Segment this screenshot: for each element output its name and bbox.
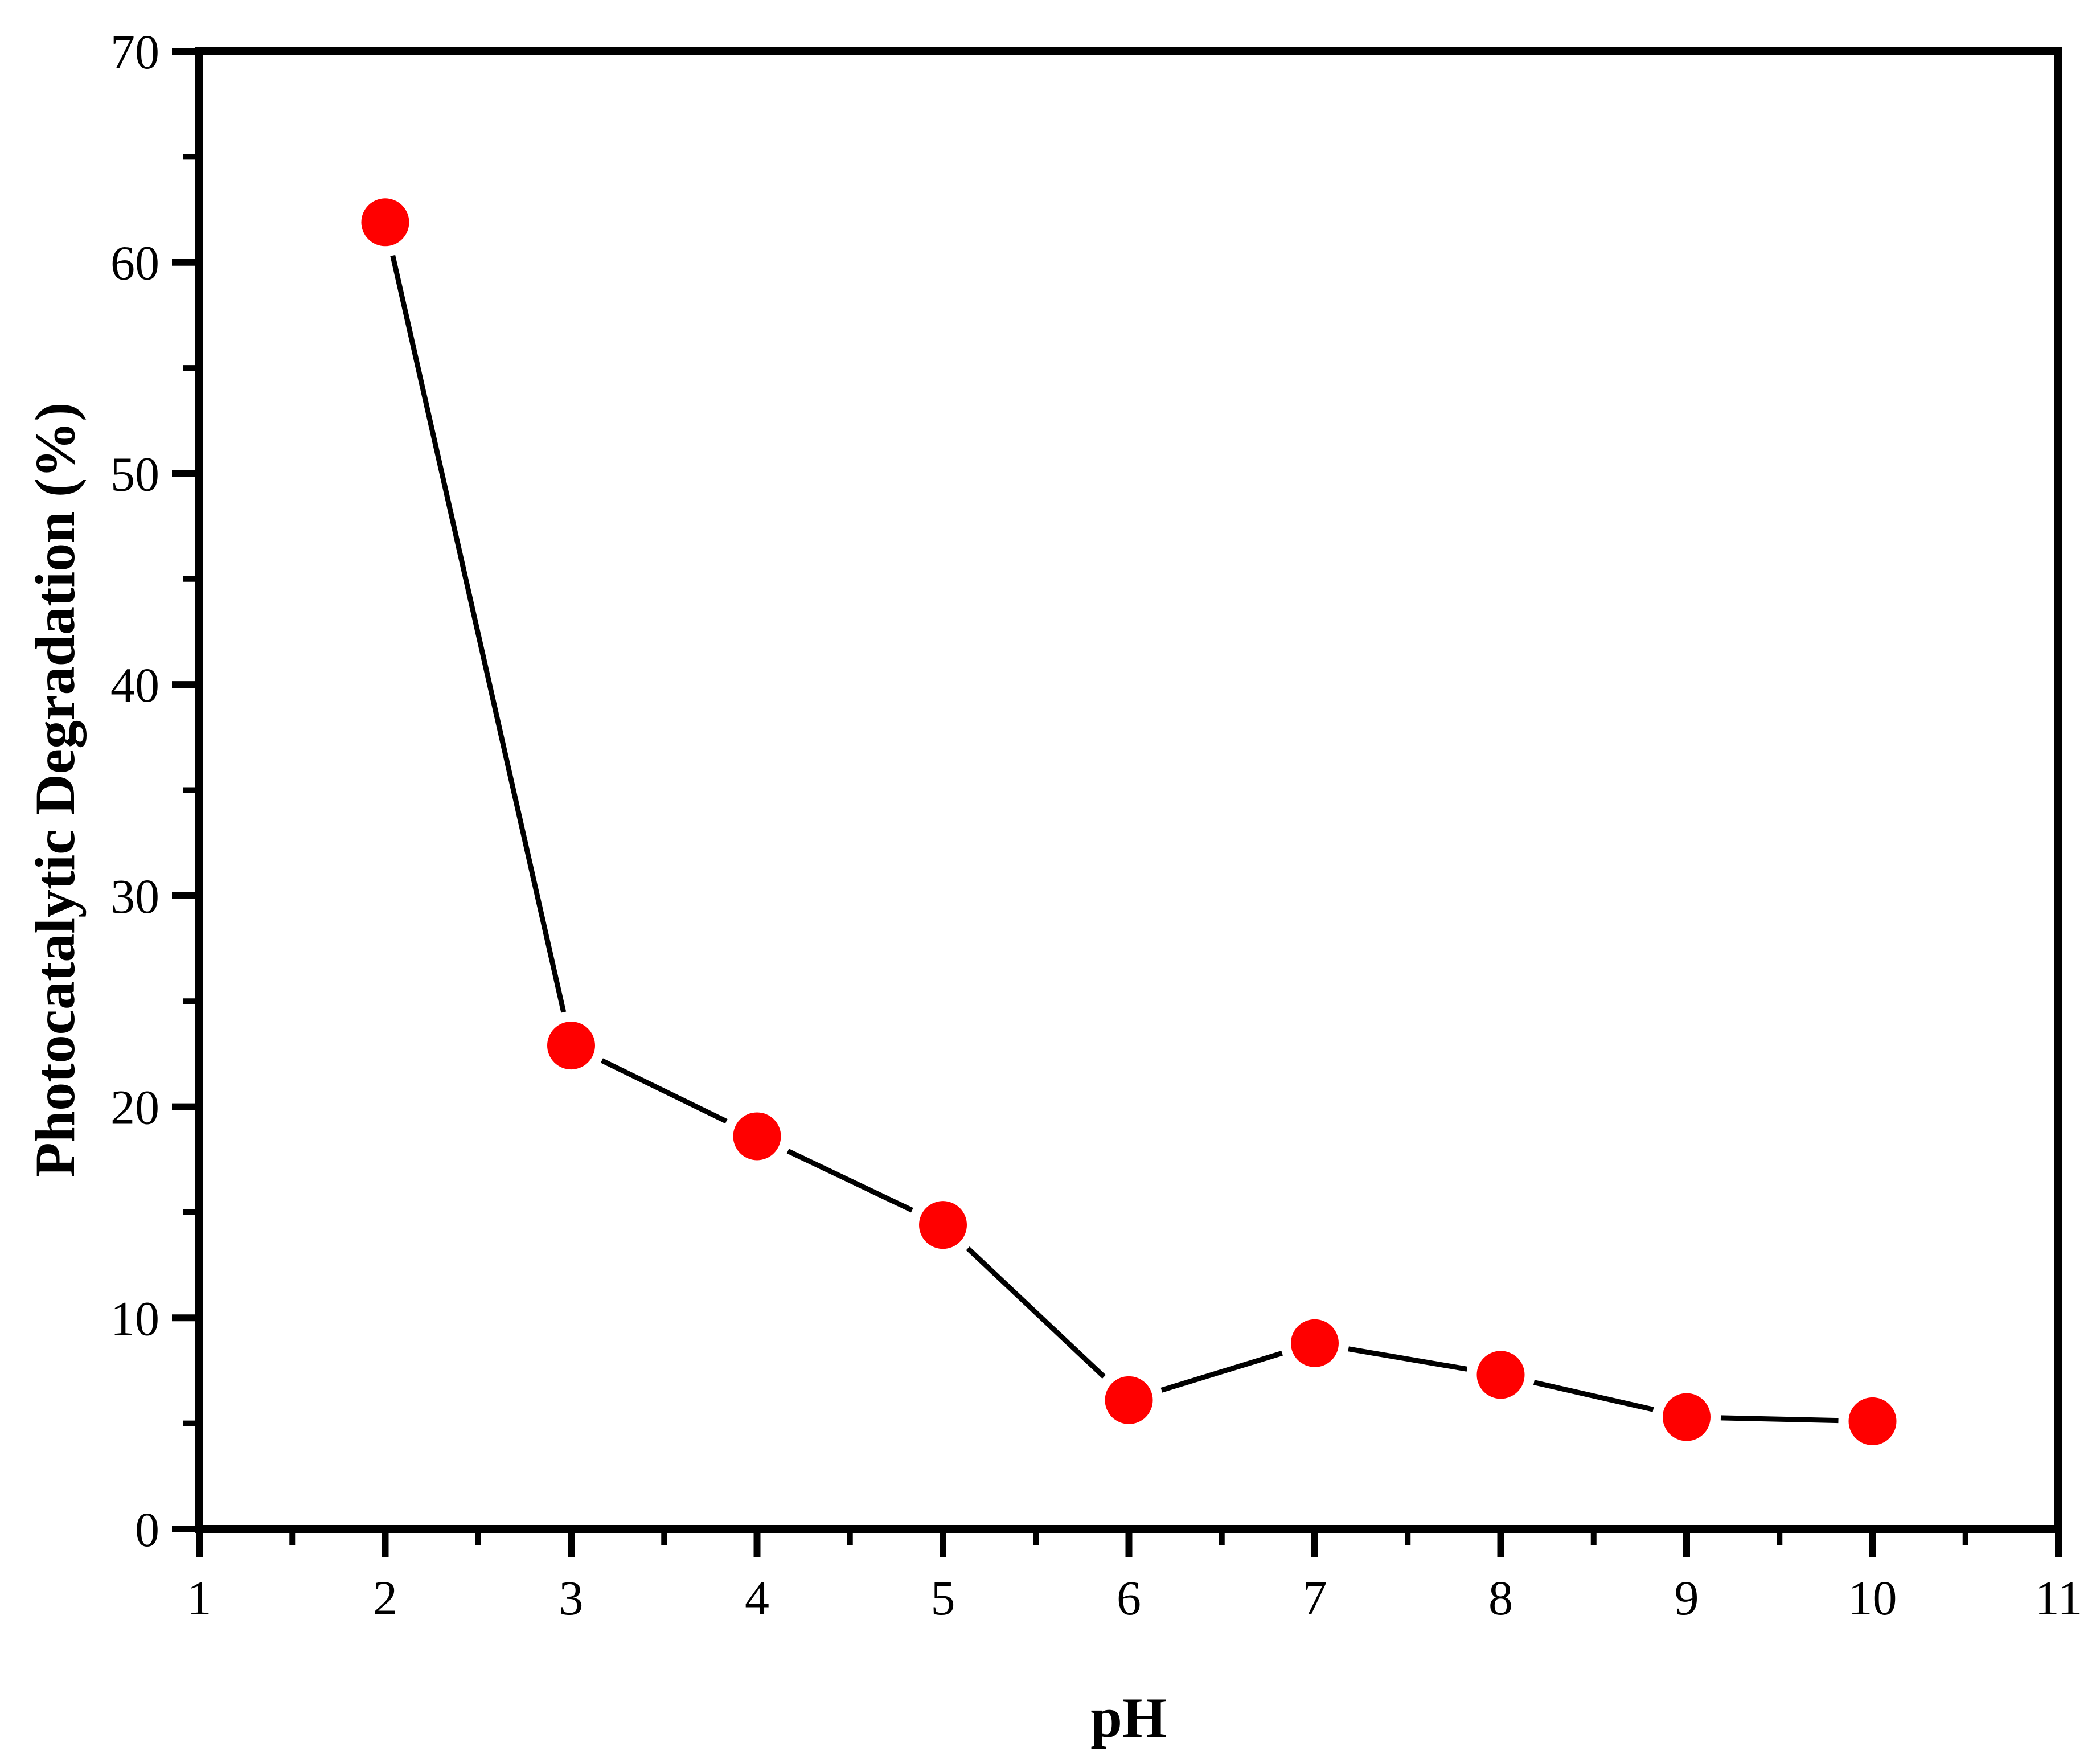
y-axis-ticks: 0 10 20 30 40 50 60 70 — [110, 24, 199, 1557]
y-axis-title: Photocatalytic Degradation (%) — [23, 403, 87, 1178]
x-tick-label: 3 — [559, 1571, 584, 1625]
series-line-segment — [1160, 1351, 1283, 1393]
data-point — [1105, 1376, 1153, 1424]
y-tick-label: 10 — [110, 1291, 159, 1346]
data-point — [1848, 1397, 1897, 1445]
data-point — [361, 198, 409, 247]
data-point — [733, 1112, 781, 1161]
series-points-group — [361, 198, 1897, 1445]
x-tick-label: 5 — [931, 1571, 955, 1625]
x-tick-label: 7 — [1303, 1571, 1327, 1625]
data-point — [1663, 1393, 1711, 1441]
series-line-segment — [1348, 1346, 1468, 1372]
y-tick-label: 20 — [110, 1080, 159, 1135]
series-line-group — [390, 255, 1839, 1424]
y-tick-label: 40 — [110, 658, 159, 712]
data-point — [547, 1022, 595, 1070]
series-line-segment — [786, 1149, 913, 1213]
y-tick-label: 0 — [135, 1502, 159, 1557]
series-line-segment — [1720, 1415, 1839, 1424]
x-tick-label: 10 — [1848, 1571, 1897, 1625]
x-axis-title: pH — [1090, 1686, 1166, 1749]
x-tick-label: 4 — [745, 1571, 769, 1625]
plot-frame — [195, 47, 2062, 1533]
series-line-segment — [390, 255, 567, 1013]
y-tick-label: 70 — [110, 24, 159, 79]
y-tick-label: 30 — [110, 869, 159, 924]
data-point — [1476, 1351, 1525, 1399]
x-axis-ticks: 1 2 3 4 5 6 7 8 9 10 11 — [187, 1529, 2082, 1625]
x-tick-label: 11 — [2035, 1571, 2082, 1625]
x-tick-label: 8 — [1488, 1571, 1513, 1625]
data-point — [1291, 1319, 1339, 1367]
series-line-segment — [600, 1058, 728, 1124]
x-tick-label: 9 — [1675, 1571, 1699, 1625]
series-line-segment — [1533, 1380, 1654, 1412]
data-point — [919, 1201, 967, 1249]
y-tick-label: 60 — [110, 236, 159, 290]
x-tick-label: 6 — [1117, 1571, 1141, 1625]
series-line-segment — [966, 1246, 1106, 1379]
y-tick-label: 50 — [110, 446, 159, 501]
x-tick-label: 1 — [187, 1571, 212, 1625]
x-tick-label: 2 — [373, 1571, 397, 1625]
